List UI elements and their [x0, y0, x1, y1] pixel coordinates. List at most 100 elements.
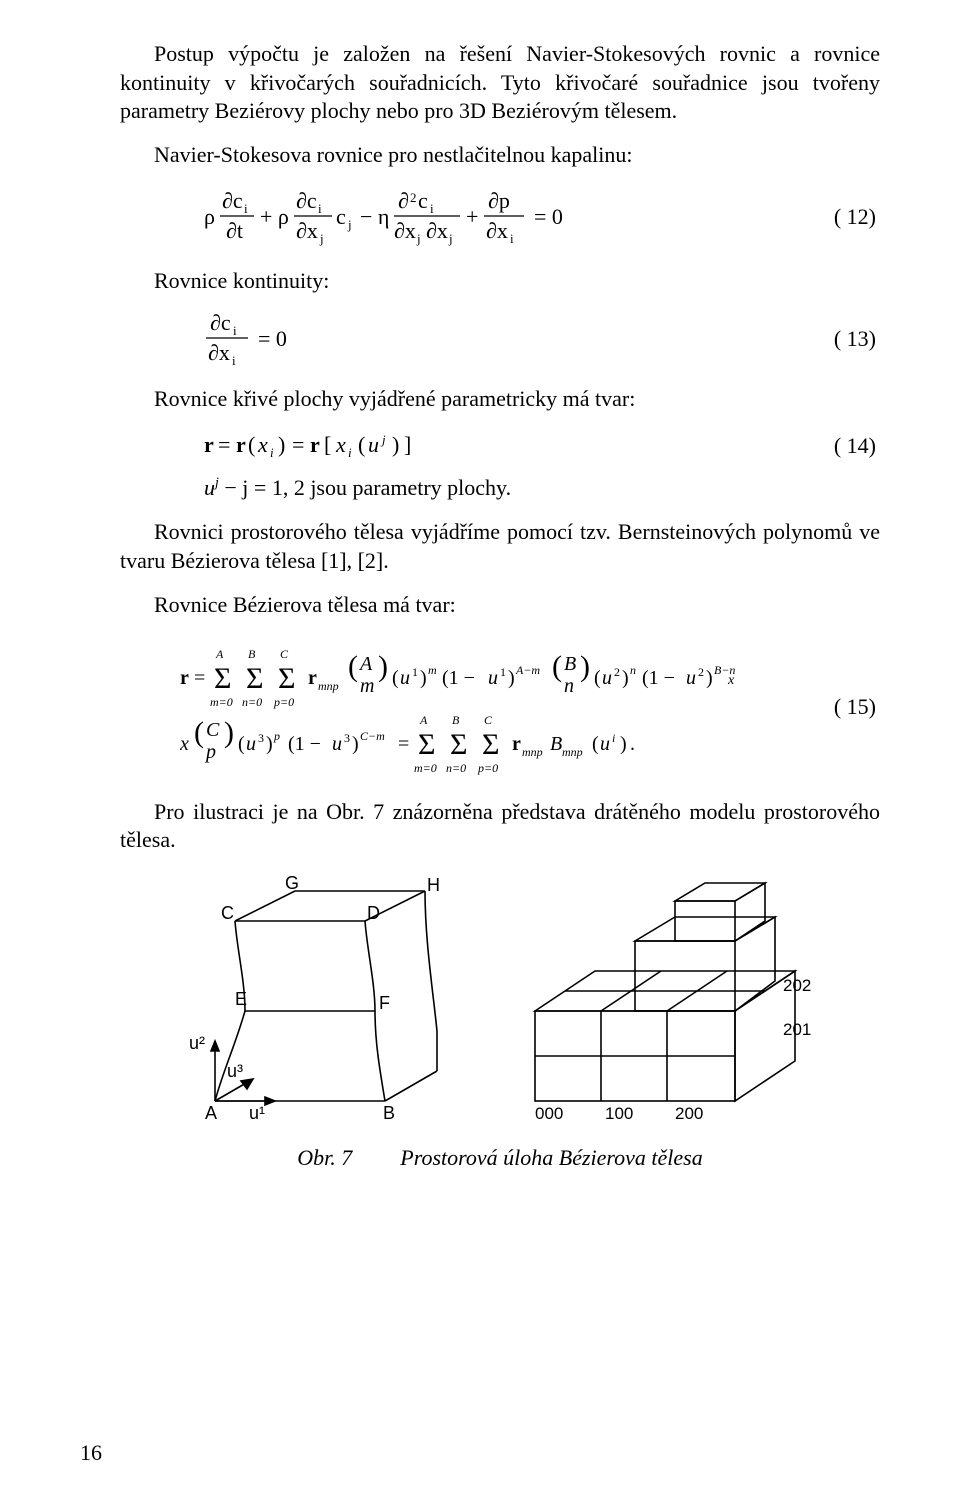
fig-label-u2: u² [189, 1033, 205, 1053]
svg-text:i: i [510, 231, 514, 246]
svg-text:= 0: = 0 [258, 326, 287, 351]
svg-text:x: x [727, 673, 735, 688]
ns-equation-intro: Navier-Stokesova rovnice pro nestlačitel… [120, 142, 880, 168]
curved-surface-intro: Rovnice křivé plochy vyjádřené parametri… [120, 386, 880, 412]
svg-text:[: [ [324, 432, 331, 457]
equation-15-number: ( 15) [834, 694, 880, 720]
svg-text:+ ρ: + ρ [260, 204, 289, 229]
page-number: 16 [80, 1440, 102, 1466]
figure-caption: Obr. 7 Prostorová úloha Bézierova tělesa [120, 1145, 880, 1171]
svg-text:r: r [236, 432, 246, 457]
svg-text:− η: − η [360, 204, 389, 229]
figure-right-stepped: 000 100 200 201 202 [505, 871, 825, 1131]
svg-text:m: m [428, 663, 437, 677]
svg-text:n=0: n=0 [446, 761, 466, 775]
svg-text:x: x [257, 432, 268, 457]
svg-text:mnp: mnp [522, 745, 543, 759]
svg-text:j: j [347, 217, 352, 232]
svg-text:i: i [430, 201, 434, 216]
svg-text:i: i [232, 353, 236, 368]
fig-label-u1: u¹ [249, 1103, 265, 1123]
svg-text:∂t: ∂t [226, 218, 243, 243]
svg-text:.: . [630, 733, 635, 755]
fig-label-E: E [235, 989, 247, 1009]
svg-text:ρ: ρ [204, 204, 215, 229]
svg-text:): ) [706, 667, 713, 689]
svg-text:u: u [246, 733, 256, 755]
fig-label-201: 201 [783, 1020, 811, 1039]
svg-text:3: 3 [258, 731, 264, 745]
svg-text:∂x: ∂x [426, 218, 448, 243]
svg-text:x: x [180, 733, 189, 755]
svg-text:B: B [248, 647, 256, 661]
svg-text:n: n [630, 663, 636, 677]
svg-text:(1 −: (1 − [442, 667, 475, 689]
svg-text:mnp: mnp [562, 745, 583, 759]
svg-text:): ) [378, 650, 388, 683]
svg-text:= 0: = 0 [534, 204, 563, 229]
svg-text:=: = [218, 432, 230, 457]
svg-text:j: j [416, 231, 421, 246]
svg-text:u: u [602, 667, 612, 689]
fig-label-D: D [367, 903, 380, 923]
svg-text:): ) [508, 667, 515, 689]
svg-text:Σ: Σ [246, 662, 263, 695]
equation-14: r = r ( xi ) = r [ xi ( uj ) ] [120, 426, 834, 466]
svg-text:(: ( [348, 650, 358, 683]
svg-text:x: x [335, 432, 346, 457]
equation-12-number: ( 12) [834, 204, 880, 230]
svg-text:c: c [418, 188, 428, 213]
svg-text:∂: ∂ [398, 188, 409, 213]
illustration-paragraph: Pro ilustraci je na Obr. 7 znázorněna př… [120, 798, 880, 855]
svg-text:(: ( [238, 733, 245, 755]
svg-text:A: A [358, 653, 373, 675]
svg-text:j: j [319, 231, 324, 246]
equation-12-row: ρ ∂ci ∂t + ρ ∂ci ∂xj cj − η ∂2ci ∂xj ∂xj… [120, 182, 880, 252]
svg-text:(1 −: (1 − [288, 733, 321, 755]
fig-label-202: 202 [783, 976, 811, 995]
svg-text:B: B [452, 713, 460, 727]
svg-text:∂c: ∂c [210, 310, 231, 335]
svg-text:(: ( [358, 432, 365, 457]
svg-text:B: B [550, 733, 562, 755]
svg-text:n: n [564, 675, 574, 697]
svg-text:=: = [194, 667, 205, 689]
svg-text:i: i [318, 201, 322, 216]
fig-label-000: 000 [535, 1104, 563, 1123]
svg-text:∂x: ∂x [296, 218, 318, 243]
figure-caption-text: Prostorová úloha Bézierova tělesa [400, 1145, 702, 1171]
svg-text:∂p: ∂p [488, 188, 510, 213]
svg-text:r: r [308, 667, 317, 689]
svg-text:): ) [392, 432, 399, 457]
intro-paragraph: Postup výpočtu je založen na řešení Navi… [120, 40, 880, 126]
svg-text:(: ( [194, 716, 204, 749]
svg-text:1: 1 [500, 665, 506, 679]
svg-text:Σ: Σ [278, 662, 295, 695]
equation-14-number: ( 14) [834, 433, 880, 459]
svg-text:∂x: ∂x [394, 218, 416, 243]
svg-text:): ) [352, 733, 359, 755]
svg-text:): ) [580, 650, 590, 683]
svg-text:n=0: n=0 [242, 695, 262, 709]
svg-text:i: i [612, 731, 615, 745]
svg-text:=: = [398, 733, 409, 755]
svg-text:C: C [280, 647, 289, 661]
svg-text:p: p [273, 729, 280, 743]
svg-text:u: u [686, 667, 696, 689]
svg-text:p: p [204, 741, 216, 763]
svg-text:): ) [278, 432, 285, 457]
svg-text:∂x: ∂x [486, 218, 508, 243]
svg-text:u: u [400, 667, 410, 689]
fig-label-F: F [379, 993, 390, 1013]
svg-text:Σ: Σ [418, 728, 435, 761]
fig-label-100: 100 [605, 1104, 633, 1123]
svg-text:]: ] [404, 432, 411, 457]
svg-text:(: ( [392, 667, 399, 689]
svg-text:u: u [600, 733, 610, 755]
fig-label-H: H [427, 875, 440, 895]
svg-text:i: i [233, 323, 237, 338]
continuity-intro: Rovnice kontinuity: [120, 268, 880, 294]
svg-text:C: C [206, 719, 220, 741]
svg-text:m=0: m=0 [210, 695, 233, 709]
svg-text:Σ: Σ [482, 728, 499, 761]
